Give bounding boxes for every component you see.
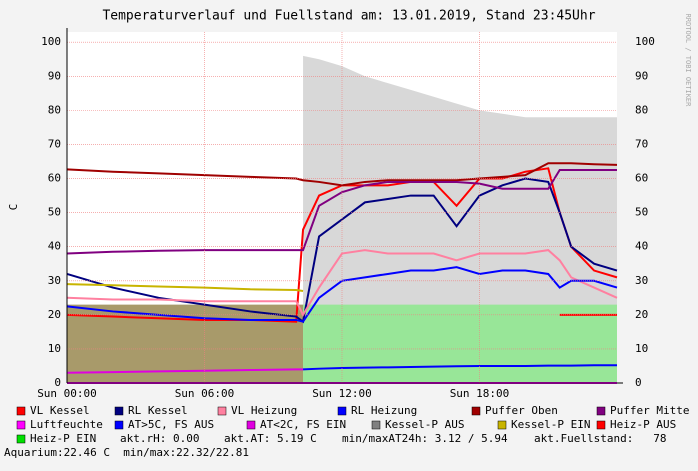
legend-swatch — [497, 420, 507, 430]
legend-swatch — [246, 420, 256, 430]
y2-tick-label: 50 — [635, 206, 648, 219]
y-tick-label: 50 — [48, 206, 61, 219]
series-area — [303, 304, 617, 383]
legend-label: VL Kessel — [30, 404, 90, 417]
legend-swatch — [596, 406, 606, 416]
legend-swatch — [114, 420, 124, 430]
legend-swatch — [16, 406, 26, 416]
y2-tick-label: 40 — [635, 240, 648, 253]
legend-label: Puffer Oben — [485, 404, 558, 417]
y-tick-label: 40 — [48, 240, 61, 253]
legend-label: VL Heizung — [231, 404, 297, 417]
stat-note: akt.rH: 0.00 — [120, 432, 199, 445]
y-axis-label: C — [7, 204, 20, 211]
series-area — [67, 304, 304, 383]
y2-tick-label: 20 — [635, 308, 648, 321]
y2-tick-label: 10 — [635, 342, 648, 355]
legend-swatch — [337, 406, 347, 416]
legend-label: RL Kessel — [128, 404, 188, 417]
series-line — [66, 249, 618, 317]
y-tick-label: 60 — [48, 172, 61, 185]
chart-title: Temperaturverlauf und Fuellstand am: 13.… — [102, 9, 595, 24]
y2-tick-label: 90 — [635, 69, 648, 82]
x-tick-label: Sun 12:00 — [312, 387, 372, 400]
stat-note: min/maxAT24h: 3.12 / 5.94 — [342, 432, 508, 445]
legend-label: Luftfeuchte — [30, 418, 103, 431]
legend-swatch — [16, 420, 26, 430]
legend-label: RL Heizung — [351, 404, 417, 417]
y-tick-label: 30 — [48, 274, 61, 287]
series-line — [66, 177, 618, 324]
series-line — [66, 162, 618, 187]
y-tick-label: 80 — [48, 103, 61, 116]
y-tick-label: 10 — [48, 342, 61, 355]
x-tick-label: Sun 06:00 — [175, 387, 235, 400]
legend-swatch — [114, 406, 124, 416]
y2-tick-label: 60 — [635, 172, 648, 185]
series-line — [302, 364, 617, 371]
legend-label: Heiz-P AUS — [610, 418, 676, 431]
series-line — [66, 283, 304, 292]
plot-layer — [66, 55, 618, 384]
legend-label: Kessel-P EIN — [511, 418, 590, 431]
y-tick-label: 70 — [48, 137, 61, 150]
stat-note: Aquarium:22.46 C min/max:22.32/22.81 — [4, 446, 249, 459]
x-tick-label: Sun 18:00 — [450, 387, 510, 400]
x-tick-label: Sun 00:00 — [37, 387, 97, 400]
series-line — [66, 169, 617, 255]
y-tick-label: 100 — [41, 35, 61, 48]
legend-swatch — [471, 406, 481, 416]
legend-swatch — [217, 406, 227, 416]
y2-tick-label: 80 — [635, 103, 648, 116]
y-tick-label: 20 — [48, 308, 61, 321]
fill-level-area — [303, 55, 617, 383]
y2-tick-label: 100 — [635, 35, 655, 48]
legend-label: Puffer Mitte — [610, 404, 689, 417]
legend-swatch — [371, 420, 381, 430]
legend-swatch — [16, 434, 26, 444]
watermark: RRDTOOL / TOBI OETIKER — [684, 14, 692, 108]
legend-swatch — [596, 420, 606, 430]
y-tick-label: 0 — [54, 376, 61, 389]
y2-tick-label: 70 — [635, 137, 648, 150]
y-tick-label: 90 — [48, 69, 61, 82]
legend-label: AT>5C, FS AUS — [128, 418, 214, 431]
y2-tick-label: 30 — [635, 274, 648, 287]
stat-note: akt.Fuellstand: 78 — [534, 432, 666, 445]
stat-note: akt.AT: 5.19 C — [224, 432, 317, 445]
y2-tick-label: 0 — [635, 376, 642, 389]
legend-label: Heiz-P EIN — [30, 432, 96, 445]
legend-label: AT<2C, FS EIN — [260, 418, 346, 431]
legend-label: Kessel-P AUS — [385, 418, 464, 431]
